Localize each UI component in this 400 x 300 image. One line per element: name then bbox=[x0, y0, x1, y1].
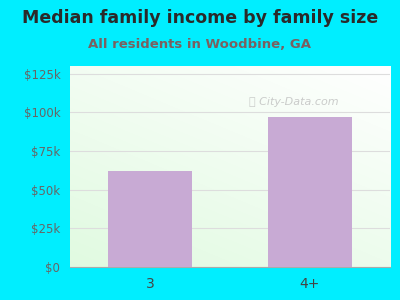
Text: All residents in Woodbine, GA: All residents in Woodbine, GA bbox=[88, 38, 312, 50]
Bar bbox=[268, 117, 352, 267]
Text: ⓘ City-Data.com: ⓘ City-Data.com bbox=[249, 97, 339, 107]
Bar bbox=[108, 171, 192, 267]
Text: Median family income by family size: Median family income by family size bbox=[22, 9, 378, 27]
